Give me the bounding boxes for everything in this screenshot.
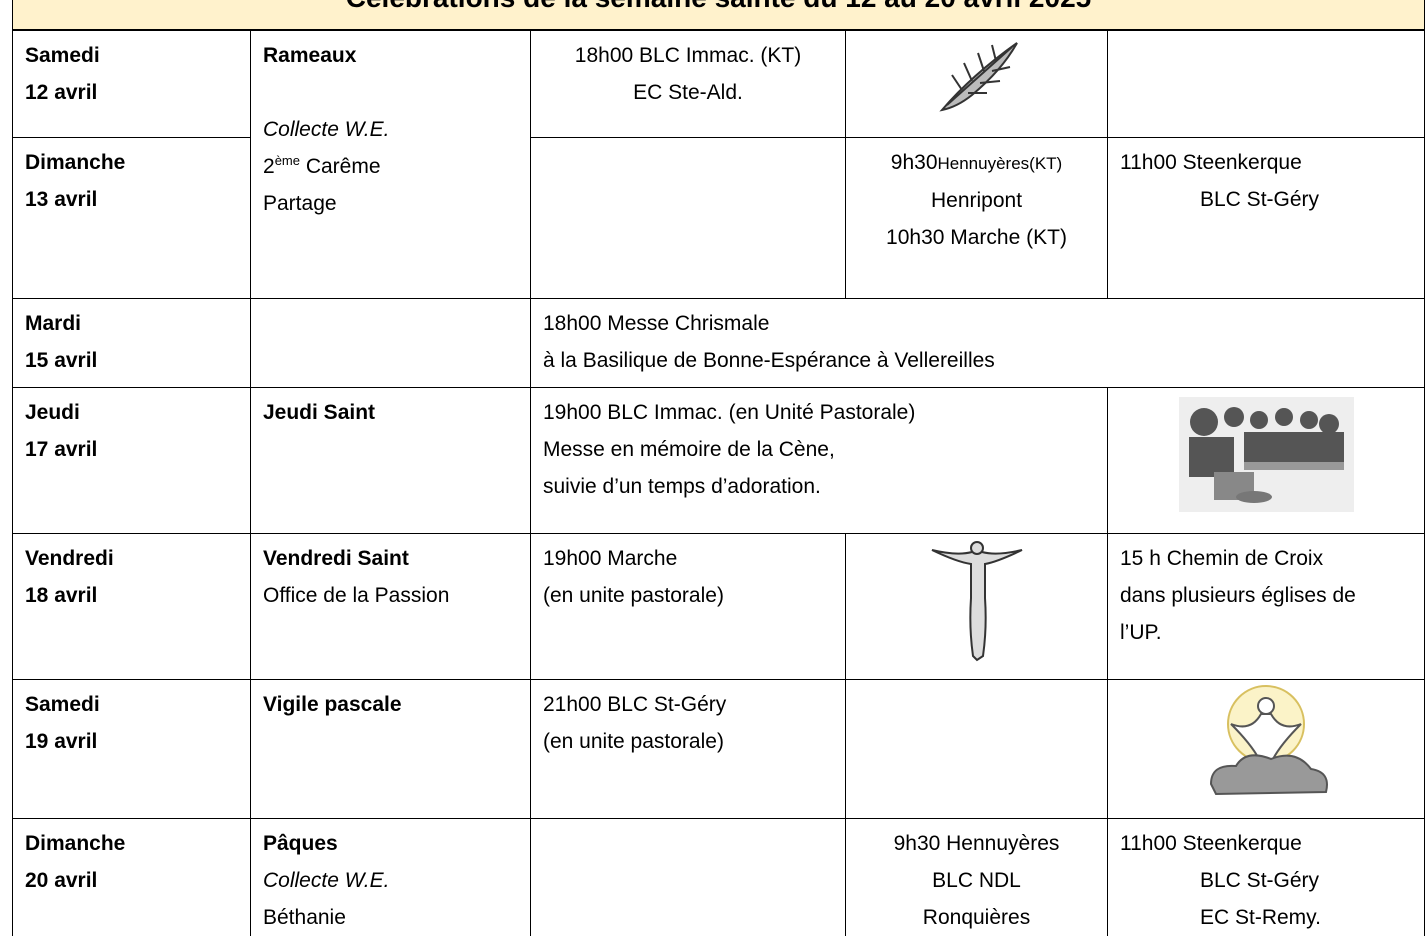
feast-cell: Jeudi Saint	[250, 387, 531, 534]
day: Samedi	[25, 44, 100, 67]
feast-cell: Vigile pascale	[250, 679, 531, 819]
row: Samedi 12 avril Rameaux Collecte W.E. 2ème …	[12, 30, 1425, 299]
day: Dimanche	[25, 832, 126, 855]
text: BLC NDL	[932, 869, 1021, 892]
text: Henripont	[930, 189, 1023, 212]
text: suivie d’un temps d’adoration.	[543, 475, 821, 498]
ordinal-suffix: ème	[274, 153, 300, 168]
text: BLC St-Géry	[1200, 869, 1320, 892]
feast: Jeudi Saint	[263, 401, 376, 424]
day-cell: Mardi 15 avril	[12, 298, 251, 388]
day-cell: Samedi 12 avril	[12, 30, 251, 138]
feast: Rameaux	[263, 44, 357, 67]
text: Office de la Passion	[263, 584, 450, 607]
text: 19h00 Marche	[543, 547, 678, 570]
feast-cell: Rameaux Collecte W.E. 2ème Carême Partage	[250, 30, 531, 299]
mass-cell: 19h00 BLC Immac. (en Unité Pastorale) Mes…	[530, 387, 1108, 534]
mass-cell: 9h30 Hennuyères BLC NDL Ronquières	[845, 818, 1108, 936]
collecte: Collecte W.E.	[263, 869, 390, 892]
mass-cell: 11h00 Steenkerque BLC St-Géry EC St-Remy.	[1107, 818, 1425, 936]
collecte: Collecte W.E.	[263, 118, 390, 141]
crucifix-image	[931, 541, 1022, 662]
feast: Vendredi Saint	[263, 547, 409, 570]
text: à la Basilique de Bonne-Espérance à Vell…	[543, 349, 995, 372]
date: 18 avril	[25, 584, 98, 607]
day-cell: Dimanche 20 avril	[12, 818, 251, 936]
date: 19 avril	[25, 730, 98, 753]
date: 13 avril	[25, 188, 98, 211]
text: BLC St-Géry	[1200, 188, 1320, 211]
text: 9h30 Hennuyères	[893, 832, 1060, 855]
empty-cell	[1107, 30, 1425, 138]
text: 19h00 BLC Immac. (en Unité Pastorale)	[543, 401, 916, 424]
date: 12 avril	[25, 81, 98, 104]
mass-cell: 15 h Chemin de Croix dans plusieurs églis…	[1107, 533, 1425, 680]
text: 11h00 Steenkerque	[1120, 151, 1302, 174]
day: Vendredi	[25, 547, 114, 570]
resurrection-image	[1209, 685, 1328, 796]
mass-cell: 18h00 BLC Immac. (KT) EC Ste-Ald.	[530, 30, 846, 138]
row: Dimanche 13 avril 9h30Hennuyères(KT) Henri…	[12, 137, 1425, 299]
title: Célébrations de la semaine sainte du 12 …	[13, 0, 1424, 16]
text: EC Ste-Ald.	[633, 81, 743, 104]
day-cell: Vendredi 18 avril	[12, 533, 251, 680]
day-cell: Jeudi 17 avril	[12, 387, 251, 534]
text: (en unite pastorale)	[543, 730, 724, 753]
day: Samedi	[25, 693, 100, 716]
image-cell	[845, 533, 1108, 680]
image-cell	[1107, 387, 1425, 534]
text: Messe en mémoire de la Cène,	[543, 438, 835, 461]
row: Dimanche 20 avril Pâques Collecte W.E. Béth…	[12, 818, 1425, 936]
day: Dimanche	[25, 151, 126, 174]
feast: Vigile pascale	[263, 693, 402, 716]
mass-cell: 21h00 BLC St-Géry (en unite pastorale)	[530, 679, 846, 819]
text: (en unite pastorale)	[543, 584, 724, 607]
text: Béthanie	[263, 906, 346, 929]
row: Mardi 15 avril 18h00 Messe Chrismale à la …	[12, 298, 1425, 388]
text: 9h30	[890, 151, 938, 174]
day-cell: Dimanche 13 avril	[12, 137, 251, 299]
text: EC St-Remy.	[1200, 906, 1321, 929]
row: Vendredi 18 avril Vendredi Saint Office de…	[12, 533, 1425, 680]
mass-cell: 11h00 Steenkerque BLC St-Géry	[1107, 137, 1425, 299]
date: 20 avril	[25, 869, 98, 892]
schedule-table: Samedi 12 avril Rameaux Collecte W.E. 2ème …	[12, 30, 1425, 936]
ordinal: 2	[263, 155, 275, 178]
empty-cell	[845, 679, 1108, 819]
last-supper-image	[1178, 397, 1354, 512]
text: dans plusieurs églises de	[1120, 584, 1356, 607]
feast: Pâques	[263, 832, 338, 855]
palm-image	[938, 42, 1018, 112]
text: Partage	[263, 192, 337, 215]
mass-cell: 9h30Hennuyères(KT) Henripont 10h30 Marche …	[845, 137, 1108, 299]
text: Carême	[305, 155, 381, 178]
text: 10h30 Marche (KT)	[886, 226, 1067, 249]
text: Hennuyères(KT)	[937, 154, 1063, 173]
row: Samedi 19 avril Vigile pascale 21h00 BLC …	[12, 679, 1425, 819]
date: 17 avril	[25, 438, 98, 461]
text: 18h00 BLC Immac. (KT)	[574, 44, 802, 67]
empty-cell	[250, 298, 531, 388]
mass-cell: 18h00 Messe Chrismale à la Basilique de B…	[530, 298, 1425, 388]
day: Mardi	[25, 312, 82, 335]
row: Jeudi 17 avril Jeudi Saint 19h00 BLC Imma…	[12, 387, 1425, 534]
image-cell	[845, 30, 1108, 138]
empty-cell	[530, 137, 846, 299]
empty-cell	[530, 818, 846, 936]
text: Ronquières	[922, 906, 1031, 929]
text: l’UP.	[1120, 621, 1162, 644]
text: 18h00 Messe Chrismale	[543, 312, 770, 335]
day-cell: Samedi 19 avril	[12, 679, 251, 819]
mass-cell: 19h00 Marche (en unite pastorale)	[530, 533, 846, 680]
text: 11h00 Steenkerque	[1120, 832, 1302, 855]
feast-cell: Pâques Collecte W.E. Béthanie	[250, 818, 531, 936]
image-cell	[1107, 679, 1425, 819]
day: Jeudi	[25, 401, 80, 424]
text: 21h00 BLC St-Géry	[543, 693, 727, 716]
feast-cell: Vendredi Saint Office de la Passion	[250, 533, 531, 680]
title-band: Célébrations de la semaine sainte du 12 …	[12, 0, 1425, 30]
text: 15 h Chemin de Croix	[1120, 547, 1324, 570]
date: 15 avril	[25, 349, 98, 372]
